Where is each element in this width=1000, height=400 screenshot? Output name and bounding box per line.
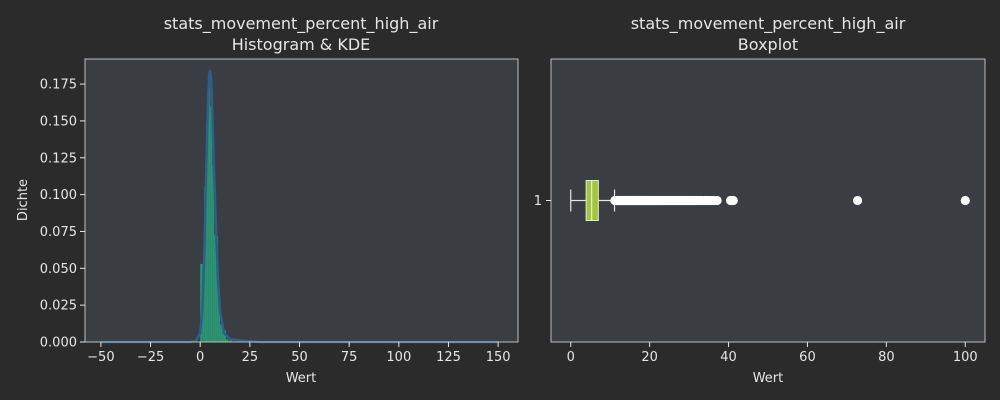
outlier-point: [960, 195, 970, 206]
outlier-point: [852, 195, 863, 206]
histogram-bar: [206, 123, 209, 343]
histogram-bar: [228, 340, 232, 342]
boxplot-y-ticks: 1: [534, 194, 551, 209]
histogram-bar: [214, 234, 217, 342]
boxplot-x-ticks: 0 20 40 60 80 100: [567, 342, 978, 365]
kde-curve: [100, 69, 499, 344]
x-tick-label: 125: [436, 350, 461, 365]
histogram-bar: [212, 165, 215, 342]
histogram-bar: [208, 87, 211, 342]
boxplot-subtitle: Boxplot: [738, 35, 798, 54]
histogram-bar: [210, 106, 213, 343]
histogram-title: stats_movement_percent_high_air: [164, 14, 439, 34]
boxplot-panel: stats_movement_percent_high_air Boxplot …: [534, 14, 986, 386]
x-tick-label: 100: [953, 350, 978, 365]
x-tick-label: 20: [641, 350, 658, 365]
x-tick-label: 150: [486, 350, 511, 365]
y-tick-label: 0.150: [40, 114, 77, 129]
histogram-plot-area: [85, 59, 518, 342]
histogram-bar: [200, 263, 203, 342]
histogram-bar: [224, 330, 227, 342]
x-tick-label: 80: [878, 350, 895, 365]
histogram-bar: [216, 235, 219, 342]
outlier-point: [728, 195, 738, 206]
x-tick-label: 100: [386, 350, 411, 365]
x-tick-label: 25: [242, 350, 259, 365]
boxplot-elements: [570, 180, 970, 221]
histogram-bar: [220, 324, 223, 342]
x-tick-label: 50: [291, 350, 308, 365]
x-tick-label: 0: [567, 350, 575, 365]
histogram-bar: [218, 297, 221, 342]
histogram-bar: [222, 328, 225, 342]
histogram-subtitle: Histogram & KDE: [232, 35, 371, 54]
histogram-x-axis-label: Wert: [286, 371, 317, 386]
histogram-y-axis-label: Dichte: [16, 179, 31, 221]
x-tick-label: −50: [87, 350, 114, 365]
y-tick-label: 0.125: [40, 151, 77, 166]
x-tick-label: 60: [799, 350, 816, 365]
boxplot-x-axis-label: Wert: [753, 371, 784, 386]
histogram-x-ticks: −50 −25 0 25 50 75 100 125 150: [87, 342, 511, 365]
x-tick-label: 40: [720, 350, 737, 365]
y-tick-label: 0.000: [40, 336, 77, 351]
y-tick-label: 1: [534, 194, 542, 209]
y-tick-label: 0.075: [40, 225, 77, 240]
y-tick-label: 0.100: [40, 188, 77, 203]
histogram-frame: [84, 58, 519, 343]
histogram-y-ticks: 0.000 0.025 0.050 0.075 0.100 0.125 0.150 0.175: [40, 78, 85, 351]
y-tick-label: 0.025: [40, 299, 77, 314]
x-tick-label: 75: [341, 350, 358, 365]
boxplot-title: stats_movement_percent_high_air: [631, 14, 906, 34]
outlier-point: [712, 195, 722, 206]
y-tick-label: 0.050: [40, 262, 77, 277]
histogram-bar: [226, 339, 229, 342]
x-tick-label: 0: [196, 350, 204, 365]
x-tick-label: −25: [137, 350, 164, 365]
y-tick-label: 0.175: [40, 78, 77, 93]
histogram-panel: stats_movement_percent_high_air Histogra…: [16, 14, 519, 386]
